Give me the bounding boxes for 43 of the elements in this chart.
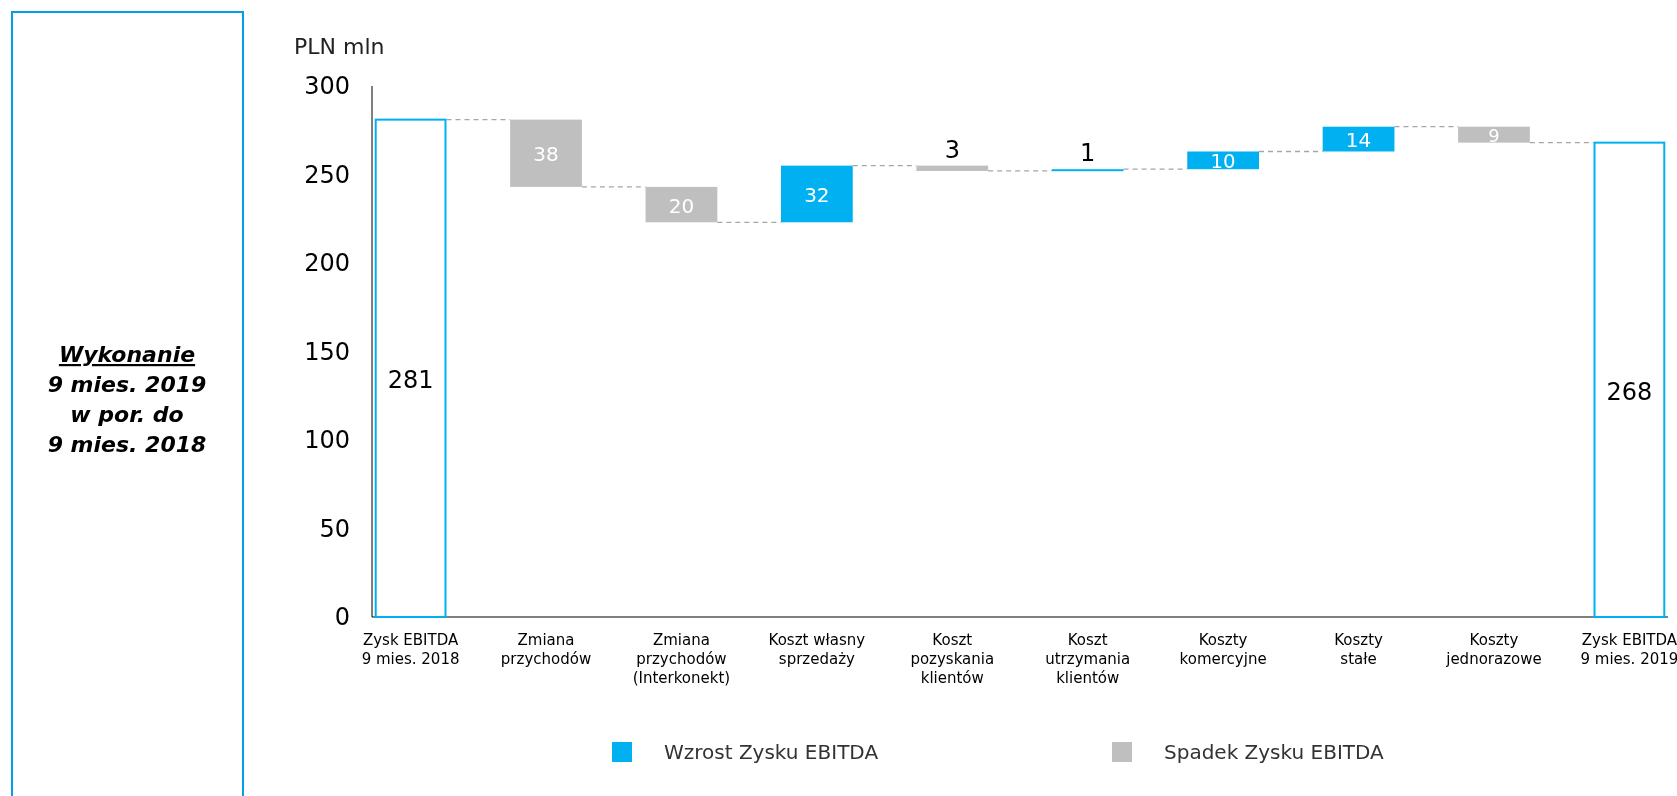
x-tick-label: Koszty komercyjne bbox=[1179, 631, 1267, 668]
y-axis-title: PLN mln bbox=[294, 34, 385, 59]
data-label: 14 bbox=[1345, 128, 1372, 153]
x-tick-label: Koszt utrzymania klientów bbox=[1045, 631, 1131, 687]
x-tick-label: Koszt pozyskania klientów bbox=[910, 631, 995, 687]
data-label: 1 bbox=[1080, 139, 1096, 168]
y-tick-label: 50 bbox=[319, 514, 350, 543]
x-tick-label: Koszty jednorazowe bbox=[1445, 631, 1542, 668]
data-label: 9 bbox=[1488, 124, 1500, 146]
y-tick-label: 200 bbox=[304, 249, 350, 278]
bar bbox=[1051, 169, 1124, 172]
x-tick-label: Koszt własny sprzedaży bbox=[768, 631, 866, 668]
text: Wykonanie bbox=[58, 342, 196, 367]
legend-label: Spadek Zysku EBITDA bbox=[1164, 740, 1385, 764]
data-label: 3 bbox=[944, 135, 960, 164]
bar bbox=[916, 165, 989, 171]
text: w por. do bbox=[70, 402, 184, 427]
data-label: 268 bbox=[1606, 377, 1653, 406]
y-tick-label: 150 bbox=[304, 337, 350, 366]
x-tick-label: Koszty stałe bbox=[1334, 631, 1384, 668]
y-tick-label: 0 bbox=[334, 603, 350, 632]
y-tick-label: 100 bbox=[304, 426, 350, 455]
bar bbox=[1187, 151, 1260, 170]
data-label: 20 bbox=[668, 193, 695, 218]
data-label: 38 bbox=[533, 142, 559, 167]
bar bbox=[780, 165, 853, 223]
bar bbox=[1458, 126, 1530, 143]
text: 9 mies. 2018 bbox=[47, 432, 207, 457]
legend-label: Wzrost Zysku EBITDA bbox=[664, 740, 879, 764]
x-tick-label: Zysk EBITDA 9 mies. 2018 bbox=[361, 631, 460, 668]
x-tick-label: Zmiana przychodów (Interkonekt) bbox=[632, 631, 731, 687]
bar bbox=[374, 118, 447, 618]
y-tick-label: 250 bbox=[304, 160, 350, 189]
data-label: 10 bbox=[1210, 150, 1236, 174]
bar bbox=[645, 186, 718, 223]
data-label: 32 bbox=[804, 182, 830, 207]
data-label: 281 bbox=[387, 366, 434, 395]
text: 9 mies. 2019 bbox=[47, 372, 207, 397]
y-tick-label: 300 bbox=[304, 72, 350, 101]
bar bbox=[1593, 141, 1666, 618]
x-tick-label: Zysk EBITDA 9 mies. 2019 bbox=[1580, 631, 1677, 668]
x-tick-label: Zmiana przychodów bbox=[500, 631, 592, 668]
bar bbox=[510, 119, 582, 187]
